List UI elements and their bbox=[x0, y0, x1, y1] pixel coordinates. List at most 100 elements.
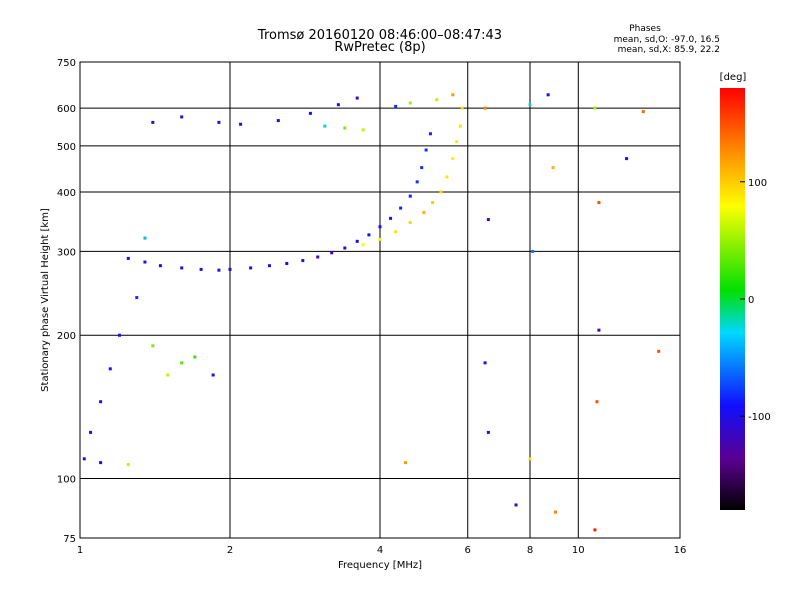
data-point bbox=[641, 110, 645, 114]
data-point bbox=[343, 246, 347, 250]
data-point bbox=[323, 124, 327, 128]
data-point bbox=[267, 264, 271, 268]
data-point bbox=[217, 120, 221, 124]
x-tick-label: 8 bbox=[527, 545, 533, 556]
data-point bbox=[217, 268, 221, 272]
data-point bbox=[553, 510, 557, 514]
data-point bbox=[89, 430, 93, 434]
data-point bbox=[531, 249, 535, 253]
data-point bbox=[361, 243, 365, 247]
y-tick-label: 400 bbox=[57, 188, 76, 199]
data-point bbox=[408, 194, 412, 198]
data-point bbox=[431, 201, 435, 205]
colorbar-tick-label: 100 bbox=[748, 178, 767, 189]
data-point bbox=[285, 261, 289, 265]
data-point bbox=[486, 430, 490, 434]
y-tick-label: 75 bbox=[63, 534, 76, 545]
data-point bbox=[330, 251, 334, 255]
data-point bbox=[657, 349, 661, 353]
data-point bbox=[276, 119, 280, 123]
data-point bbox=[228, 267, 232, 271]
data-point bbox=[451, 157, 455, 161]
x-axis-ticks: 1 2 4 6 8 10 16 bbox=[77, 545, 687, 556]
colorbar-ticks: 100 0 -100 bbox=[740, 178, 771, 423]
x-tick-label: 2 bbox=[227, 545, 233, 556]
data-point bbox=[126, 256, 130, 260]
data-point bbox=[108, 367, 112, 371]
data-point bbox=[408, 101, 412, 105]
phase-stats-title: Phases bbox=[629, 24, 661, 34]
data-point bbox=[455, 140, 459, 144]
data-point bbox=[99, 400, 103, 404]
data-point bbox=[343, 126, 347, 130]
data-point bbox=[403, 461, 407, 465]
data-point bbox=[551, 166, 555, 170]
data-point bbox=[528, 457, 532, 461]
data-point bbox=[135, 296, 139, 300]
x-tick-label: 10 bbox=[572, 545, 585, 556]
y-tick-label: 500 bbox=[57, 142, 76, 153]
data-point bbox=[249, 266, 253, 270]
y-tick-label: 200 bbox=[57, 331, 76, 342]
data-point bbox=[394, 230, 398, 234]
data-point bbox=[211, 373, 215, 377]
y-tick-label: 300 bbox=[57, 247, 76, 258]
data-point bbox=[336, 103, 340, 107]
y-tick-label: 100 bbox=[57, 475, 76, 486]
data-point bbox=[378, 237, 382, 241]
y-axis-ticks: 75 100 200 300 400 500 600 750 bbox=[57, 58, 76, 545]
data-point bbox=[394, 104, 398, 108]
y-tick-label: 600 bbox=[57, 104, 76, 115]
colorbar-tick-label: 0 bbox=[748, 295, 754, 306]
data-point bbox=[483, 361, 487, 365]
data-point bbox=[408, 221, 412, 225]
data-point bbox=[625, 157, 629, 161]
data-point bbox=[593, 106, 597, 110]
data-point bbox=[415, 180, 419, 184]
data-points bbox=[82, 93, 661, 532]
data-point bbox=[151, 344, 155, 348]
phase-stats-line-o: mean, sd,O: -97.0, 16.5 bbox=[614, 35, 720, 45]
data-point bbox=[193, 355, 197, 359]
data-point bbox=[99, 461, 103, 465]
data-point bbox=[546, 93, 550, 97]
data-point bbox=[143, 236, 147, 240]
data-point bbox=[180, 361, 184, 365]
data-point bbox=[420, 166, 424, 170]
data-point bbox=[378, 225, 382, 229]
data-point bbox=[460, 106, 464, 110]
data-point bbox=[166, 373, 170, 377]
data-point bbox=[389, 216, 393, 220]
data-point bbox=[597, 201, 601, 205]
data-point bbox=[439, 190, 443, 194]
data-point bbox=[458, 124, 462, 128]
data-point bbox=[151, 120, 155, 124]
data-point bbox=[158, 264, 162, 268]
colorbar-tick-label: -100 bbox=[748, 412, 771, 423]
data-point bbox=[143, 260, 147, 264]
phase-stats-line-x: mean, sd,X: 85.9, 22.2 bbox=[618, 45, 720, 55]
data-point bbox=[126, 463, 130, 467]
data-point bbox=[239, 122, 243, 126]
data-point bbox=[595, 400, 599, 404]
data-point bbox=[82, 457, 86, 461]
data-point bbox=[367, 233, 371, 237]
data-point bbox=[361, 128, 365, 132]
data-point bbox=[597, 328, 601, 332]
data-point bbox=[308, 111, 312, 115]
x-tick-label: 1 bbox=[77, 545, 83, 556]
data-point bbox=[435, 98, 439, 102]
x-tick-label: 4 bbox=[377, 545, 383, 556]
data-point bbox=[424, 148, 428, 152]
colorbar-label: [deg] bbox=[720, 72, 747, 83]
x-axis-label: Frequency [MHz] bbox=[338, 560, 422, 571]
data-point bbox=[451, 93, 455, 97]
data-point bbox=[399, 206, 403, 210]
data-point bbox=[528, 103, 532, 107]
data-point bbox=[514, 503, 518, 507]
chart-title: Tromsø 20160120 08:46:00–08:47:43 bbox=[257, 28, 502, 43]
data-point bbox=[199, 267, 203, 271]
y-tick-label: 750 bbox=[57, 58, 76, 69]
y-axis-label: Stationary phase Virtual Height [km] bbox=[40, 208, 51, 392]
